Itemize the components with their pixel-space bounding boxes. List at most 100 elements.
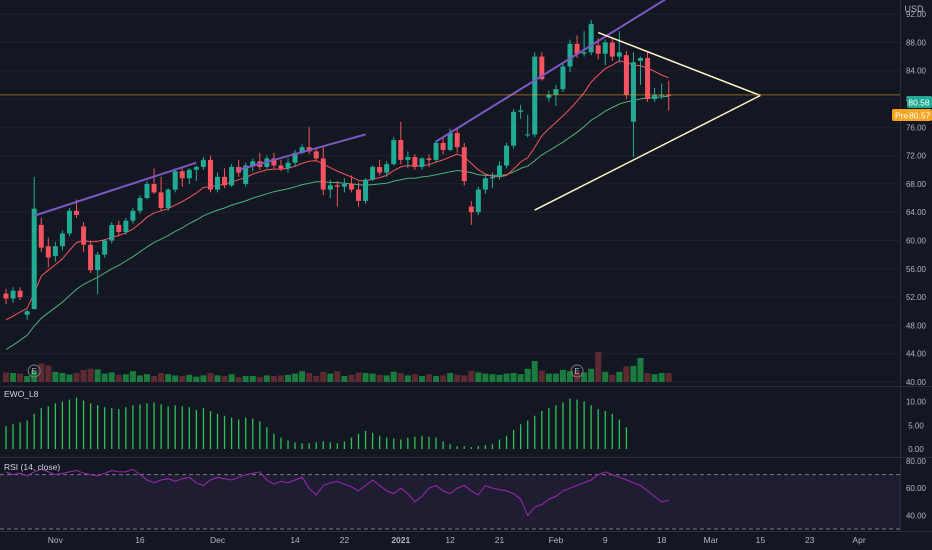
candle-body [31, 208, 37, 310]
price-tick-label: 60.00 [906, 237, 927, 246]
candle-body [574, 43, 580, 54]
candle-body [398, 140, 404, 160]
volume-bar [320, 371, 327, 382]
volume-bar [80, 370, 87, 382]
candle-body [419, 158, 425, 167]
candle-body [525, 134, 531, 136]
volume-bar [468, 370, 475, 382]
candle-body [81, 226, 87, 245]
purple-trendline[interactable] [238, 133, 366, 171]
candle-body [567, 43, 573, 67]
volume-bar [172, 375, 179, 382]
earnings-marker-icon[interactable] [570, 364, 584, 378]
time-tick-label: 14 [290, 535, 300, 545]
candle-body [207, 159, 213, 190]
candle-body [59, 233, 65, 247]
candle-body [151, 183, 157, 193]
time-axis[interactable]: Nov 16 Dec 14 22 2021 12 21 Feb 9 18 Mar 15 23 Apr [48, 535, 866, 545]
volume-bar [595, 352, 602, 382]
earnings-marker-label: E [32, 367, 37, 376]
volume-bar [313, 376, 320, 382]
candle-body [546, 94, 552, 98]
volume-bar [397, 373, 404, 382]
volume-bar [510, 373, 517, 382]
triangle-trendline[interactable] [597, 31, 761, 97]
time-tick-label: 18 [657, 535, 667, 545]
earnings-marker-icon[interactable] [27, 364, 41, 378]
volume-bar [651, 374, 658, 382]
candle-body [623, 55, 629, 95]
candle-body [497, 165, 502, 177]
purple-trendline[interactable] [33, 161, 197, 217]
candle-body [130, 210, 136, 221]
volume-bar [270, 376, 277, 382]
time-tick-label: Mar [704, 535, 719, 545]
ewo-title[interactable]: EWO_L8 [4, 389, 39, 399]
volume-bar [299, 371, 306, 382]
candle-body [313, 151, 319, 159]
candle-body [581, 52, 587, 54]
price-badge-text: 80.58 [908, 98, 930, 108]
candle-body [327, 185, 333, 190]
volume-bar [214, 375, 221, 382]
candle-body [377, 166, 383, 173]
candle-body [645, 58, 651, 100]
price-axis[interactable]: 40.00 44.00 48.00 52.00 56.00 60.00 64.00 68.00… [906, 10, 927, 520]
volume-bar [31, 370, 38, 382]
volume-bar [658, 373, 665, 382]
candle-body [511, 111, 517, 146]
volume-bar [52, 371, 59, 382]
ewo-tick-label: 0.00 [908, 445, 924, 454]
volume-bar [144, 374, 150, 382]
volume-bar [207, 373, 214, 382]
volume-bar [581, 372, 588, 382]
candle-body [539, 56, 545, 80]
volume-bars [3, 352, 672, 382]
candle-body [468, 206, 474, 213]
volume-bar [94, 369, 101, 382]
ewo-tick-label: 5.00 [908, 421, 924, 430]
volume-bar [404, 375, 411, 382]
candle-body [405, 157, 411, 160]
volume-bar [524, 368, 531, 382]
time-tick-label: 12 [445, 535, 455, 545]
rsi-title[interactable]: RSI (14, close) [4, 462, 60, 472]
candle-body [320, 158, 326, 190]
volume-bar [341, 376, 348, 382]
time-tick-label: 9 [603, 535, 608, 545]
volume-bar [292, 373, 299, 382]
price-tick-label: 64.00 [906, 208, 927, 217]
volume-bar [411, 374, 418, 382]
candle-body [475, 189, 481, 213]
volume-bar [447, 373, 454, 382]
ewo-histogram [5, 397, 628, 449]
price-tick-label: 84.00 [906, 67, 927, 76]
rsi-tick-label: 40.00 [906, 511, 927, 520]
time-tick-label: 2021 [391, 535, 410, 545]
volume-bar [115, 374, 122, 382]
volume-bar [179, 376, 186, 382]
candle-body [88, 244, 94, 271]
volume-bar [45, 365, 52, 382]
candle-body [609, 42, 615, 57]
volume-bar [221, 376, 228, 382]
triangle-trendline[interactable] [534, 94, 761, 211]
volume-bar [390, 371, 397, 382]
candle-body [518, 110, 524, 112]
candle-body [356, 189, 361, 201]
time-tick-label: Nov [48, 535, 64, 545]
candle-body [447, 132, 453, 150]
volume-bar [285, 374, 291, 382]
volume-bar [242, 376, 249, 382]
candle-body [144, 183, 150, 199]
candle-body [299, 147, 305, 153]
volume-bar [426, 374, 432, 382]
candle-body [504, 145, 510, 166]
purple-trendline[interactable] [435, 0, 676, 143]
candle-body [95, 254, 101, 271]
volume-bar [263, 375, 270, 382]
trendline-drawings[interactable] [33, 0, 761, 217]
volume-bar [200, 375, 207, 382]
